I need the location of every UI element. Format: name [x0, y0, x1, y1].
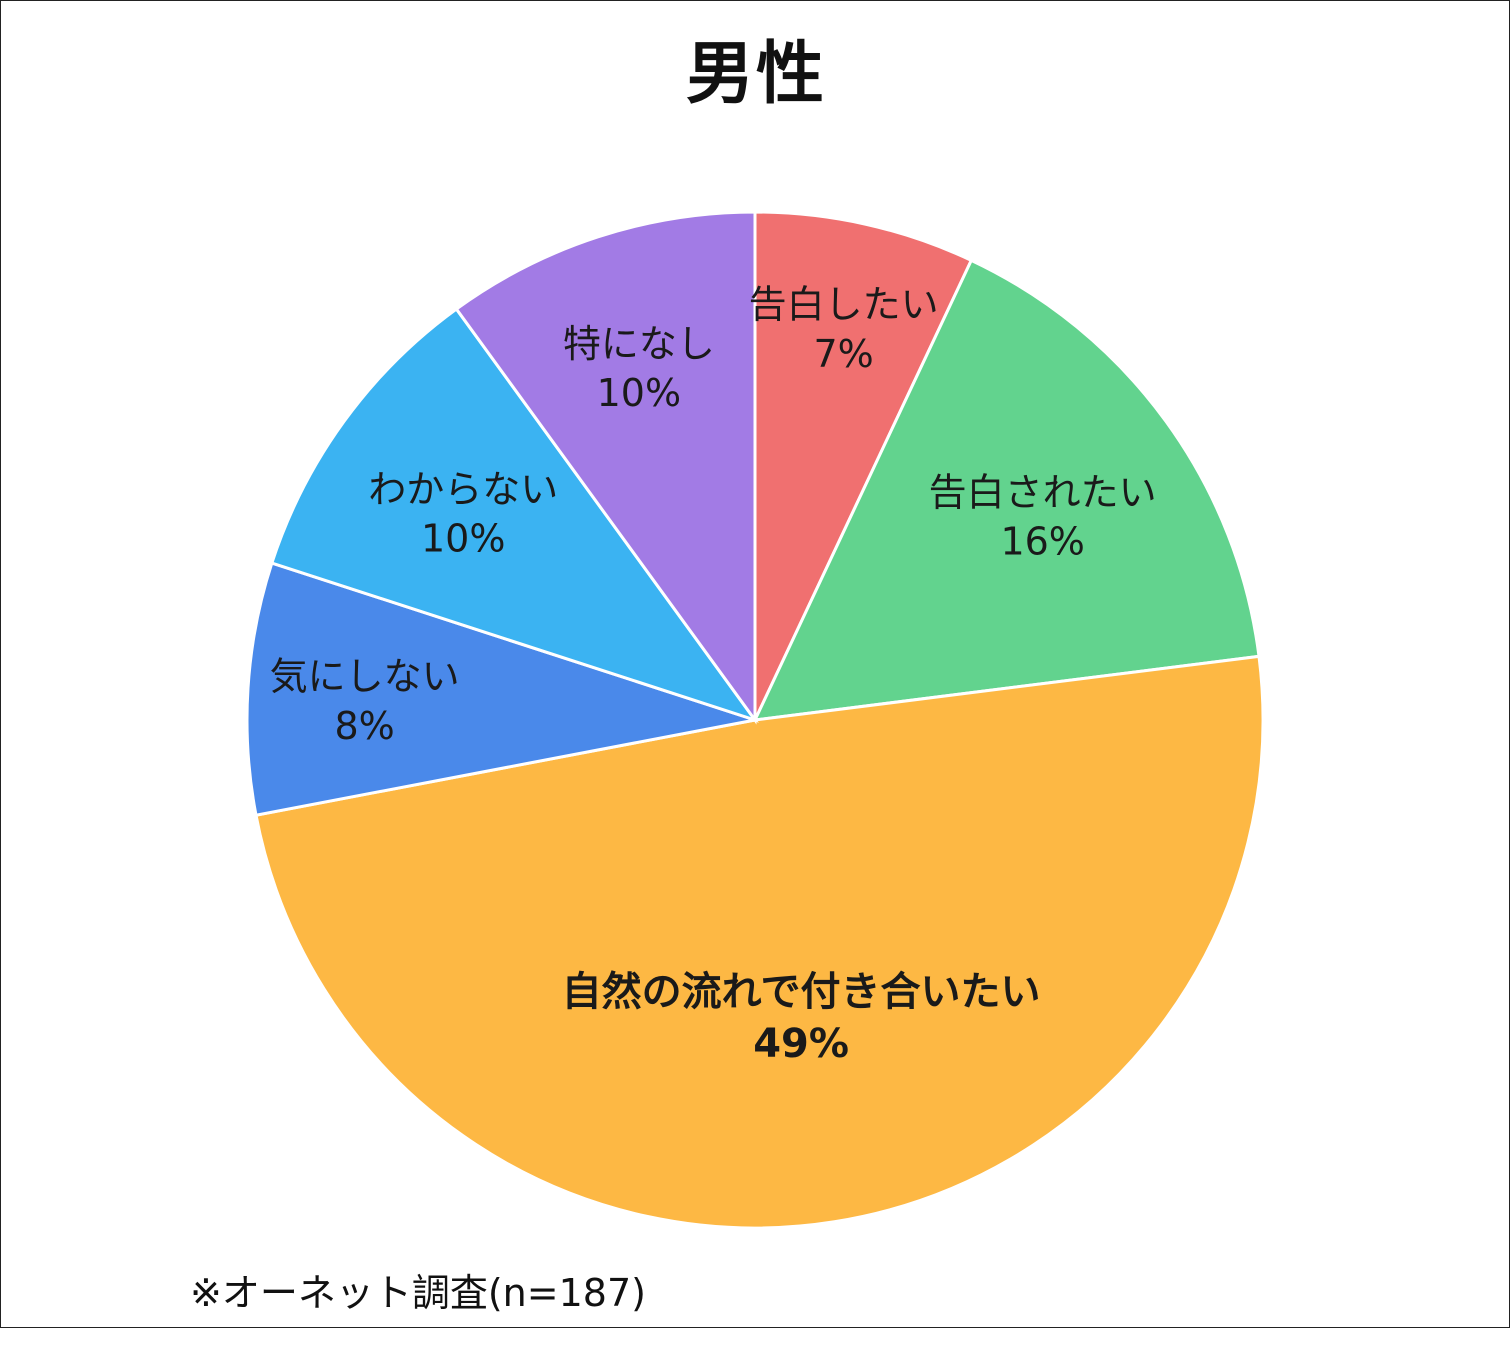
- pie-slice-1: [753, 210, 974, 721]
- slice-value-label-1: 7%: [814, 332, 874, 376]
- slice-label-6: 特になし: [563, 322, 715, 366]
- slice-label-4: 気にしない: [270, 655, 460, 699]
- chart-title: 男性: [685, 35, 826, 114]
- footnote: ※オーネット調査(n=187): [190, 1271, 646, 1315]
- slice-value-label-6: 10%: [597, 371, 681, 415]
- slice-label-1: 告白したい: [749, 283, 939, 327]
- pie-slice-3: [254, 654, 1265, 1230]
- pie-slice-6: [454, 210, 757, 725]
- pie-slice-2: [752, 258, 1261, 722]
- slice-label-2: 告白されたい: [929, 470, 1157, 514]
- slice-label-5: わからない: [368, 467, 558, 511]
- slice-label-3: 自然の流れで付き合いたい: [562, 969, 1041, 1015]
- pie-slice-5: [269, 306, 759, 723]
- slice-value-label-2: 16%: [1000, 520, 1084, 564]
- slice-value-label-3: 49%: [753, 1021, 849, 1067]
- slice-value-label-4: 8%: [334, 704, 394, 748]
- slice-value-label-5: 10%: [421, 517, 505, 561]
- pie-slice-4: [245, 561, 756, 817]
